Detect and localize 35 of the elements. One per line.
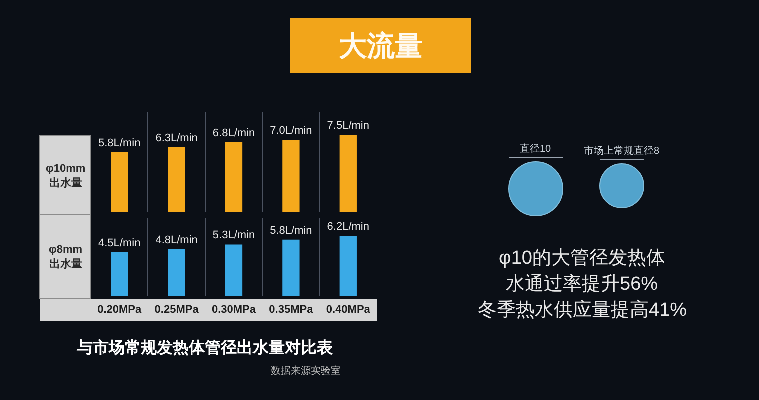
x-tick-label: 0.35MPa	[269, 304, 314, 316]
chart-title: 大流量	[339, 30, 423, 62]
text: 数据来源实验室	[271, 365, 341, 377]
y-axis-title: φ10mm 出水量	[46, 163, 86, 190]
bar	[225, 142, 243, 212]
bar	[111, 252, 128, 296]
text: 冬季热水供应量提高41%	[478, 299, 688, 321]
text: 水通过率提升56%	[506, 273, 658, 295]
data-label: 5.8L/min	[98, 138, 141, 150]
bar	[111, 152, 128, 212]
data-label: 5.8L/min	[270, 224, 312, 237]
y-axis-title: φ8mm 出水量	[49, 244, 83, 270]
data-label: 6.2L/min	[327, 221, 370, 233]
x-tick-label: 0.20MPa	[98, 304, 142, 316]
data-label: 6.8L/min	[212, 127, 256, 140]
data-label: 5.3L/min	[212, 230, 256, 242]
data-label: 4.8L/min	[156, 234, 198, 247]
bar	[168, 250, 186, 296]
bar	[282, 240, 300, 296]
x-tick-label: 0.30MPa	[212, 304, 257, 316]
data-label: 7.0L/min	[270, 125, 312, 138]
bar	[225, 244, 243, 296]
text: φ10的大管径发热体	[499, 248, 666, 269]
bar	[340, 135, 357, 212]
x-tick-label: 0.40MPa	[326, 304, 372, 316]
bar	[282, 140, 300, 212]
x-tick-label: 0.25MPa	[154, 304, 200, 316]
data-label: 7.5L/min	[327, 120, 370, 132]
bar	[168, 147, 186, 212]
text: 市场上常规直径8	[584, 145, 660, 157]
data-label: 4.5L/min	[98, 237, 141, 250]
bar	[340, 236, 357, 296]
text: 直径10	[520, 143, 552, 155]
text: 与市场常规发热体管径出水量对比表	[76, 339, 334, 357]
data-label: 6.3L/min	[156, 132, 198, 144]
